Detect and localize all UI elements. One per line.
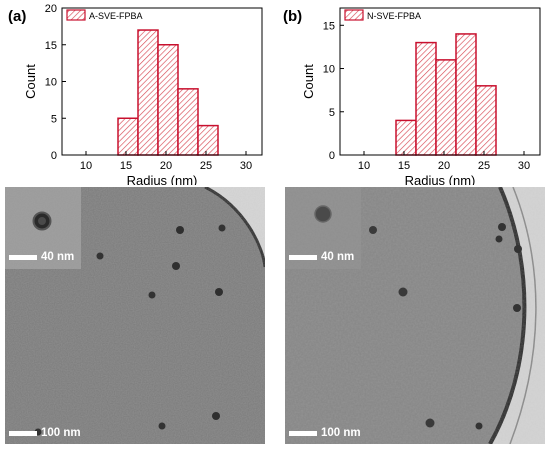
y-tick-label: 10 (323, 64, 335, 76)
histogram-bar (117, 117, 139, 156)
particle (212, 412, 220, 420)
x-tick-label: 15 (398, 160, 410, 172)
y-tick-label: 20 (45, 3, 57, 15)
y-tick-label: 15 (45, 40, 57, 52)
particle (172, 262, 180, 270)
particle (495, 235, 503, 243)
legend-swatch (344, 9, 364, 21)
x-tick-label: 30 (518, 160, 530, 172)
y-tick-label: 0 (329, 150, 335, 162)
inset-scale-bar-b: 40 nm (289, 251, 354, 263)
x-axis-label: Radius (nm) (127, 173, 198, 185)
inset-scale-label-b: 40 nm (321, 251, 355, 263)
particle (215, 288, 223, 296)
histogram-bar (475, 85, 497, 156)
main-scale-bar-b: 100 nm (289, 427, 361, 439)
legend-label: N-SVE-FPBA (367, 11, 421, 21)
particle (369, 226, 377, 234)
histogram-bar (137, 29, 159, 156)
plot-frame (339, 7, 541, 156)
particle (475, 422, 483, 430)
particle (158, 422, 166, 430)
tem-micrograph-b (285, 187, 545, 444)
main-scale-label-a: 100 nm (41, 427, 81, 439)
x-tick-label: 25 (200, 160, 212, 172)
y-tick-label: 5 (51, 113, 57, 125)
y-tick-label: 10 (45, 77, 57, 89)
particle (398, 287, 408, 297)
x-tick-label: 20 (438, 160, 450, 172)
particle (498, 223, 506, 231)
x-tick-label: 30 (240, 160, 252, 172)
y-tick-label: 0 (51, 150, 57, 162)
x-tick-label: 15 (120, 160, 132, 172)
inset-scale-bar-a: 40 nm (9, 251, 74, 263)
particle (176, 226, 184, 234)
y-tick-label: 5 (329, 107, 335, 119)
x-axis-label: Radius (nm) (405, 173, 476, 185)
tem-image-a: 40 nm 100 nm (5, 187, 265, 444)
y-tick-label: 15 (323, 20, 335, 32)
histogram-bar (415, 41, 437, 156)
particle (425, 418, 435, 428)
x-tick-label: 10 (80, 160, 92, 172)
x-tick-label: 10 (358, 160, 370, 172)
tem-image-b: 40 nm 100 nm (285, 187, 545, 444)
main-scale-label-b: 100 nm (321, 427, 361, 439)
panel-label-b: (b) (283, 8, 303, 25)
particle (513, 304, 521, 312)
y-axis-label: Count (23, 64, 38, 99)
panel-label-a: (a) (8, 8, 27, 25)
x-tick-label: 25 (478, 160, 490, 172)
legend-swatch (66, 9, 86, 21)
particle (148, 291, 156, 299)
particle (96, 252, 104, 260)
histogram-bar (157, 44, 179, 156)
histogram-bar (395, 119, 417, 156)
histogram-bar (177, 88, 199, 156)
x-tick-label: 20 (160, 160, 172, 172)
particle (514, 245, 522, 253)
legend-label: A-SVE-FPBA (89, 11, 143, 21)
inset-scale-label-a: 40 nm (41, 251, 75, 263)
inset-particle (314, 205, 332, 223)
histogram-bar (435, 59, 457, 156)
histogram-bar (455, 33, 477, 156)
main-scale-bar-a: 100 nm (9, 427, 81, 439)
histogram-bar (197, 124, 219, 156)
y-axis-label: Count (301, 64, 316, 99)
tem-micrograph-a (5, 187, 265, 444)
particle (218, 224, 226, 232)
